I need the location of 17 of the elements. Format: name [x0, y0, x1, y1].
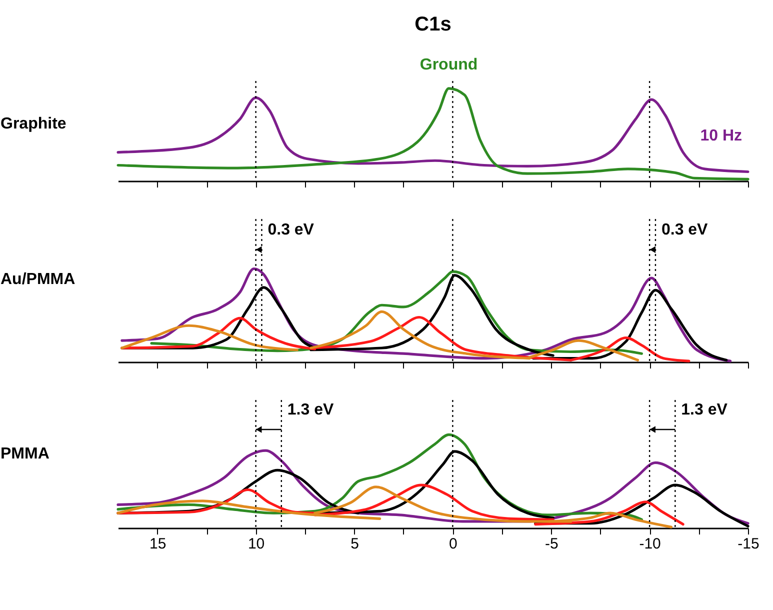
series-label: Ground — [420, 56, 478, 74]
x-tick-label: 15 — [150, 536, 166, 552]
chart-title: C1s — [414, 13, 452, 36]
x-tick-label: -5 — [544, 536, 558, 552]
x-tick-label: -15 — [738, 536, 760, 552]
annotation: 0.3 eV — [268, 222, 314, 239]
y-axis-title: Au/PMMA — [0, 270, 76, 288]
y-axis-title: Graphite — [0, 115, 66, 132]
annotation: 1.3 eV — [681, 401, 728, 418]
annotation: 1.3 eV — [287, 401, 334, 418]
x-tick-label: 0 — [449, 536, 458, 552]
x-tick-label: -10 — [639, 536, 661, 552]
annotation: 0.3 eV — [661, 222, 708, 239]
x-tick-label: 10 — [248, 536, 265, 552]
y-axis-title: PMMA — [0, 446, 50, 463]
x-tick-label: 5 — [350, 536, 359, 552]
series-label: 10 Hz — [700, 128, 742, 145]
